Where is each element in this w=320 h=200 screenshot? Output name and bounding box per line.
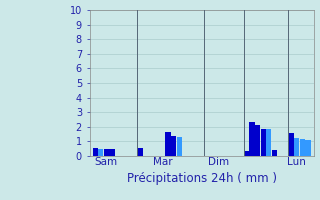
- Bar: [93, 148, 98, 156]
- Bar: [98, 149, 103, 156]
- Bar: [177, 137, 182, 156]
- Bar: [244, 151, 249, 156]
- Bar: [109, 149, 115, 156]
- X-axis label: Précipitations 24h ( mm ): Précipitations 24h ( mm ): [127, 172, 276, 185]
- Bar: [138, 148, 142, 156]
- Bar: [266, 129, 271, 156]
- Bar: [171, 136, 176, 156]
- Bar: [306, 140, 310, 156]
- Bar: [165, 132, 171, 156]
- Bar: [289, 133, 294, 156]
- Bar: [294, 138, 299, 156]
- Bar: [300, 139, 305, 156]
- Bar: [272, 150, 277, 156]
- Bar: [261, 129, 266, 156]
- Bar: [255, 125, 260, 156]
- Bar: [250, 122, 254, 156]
- Bar: [104, 149, 109, 156]
